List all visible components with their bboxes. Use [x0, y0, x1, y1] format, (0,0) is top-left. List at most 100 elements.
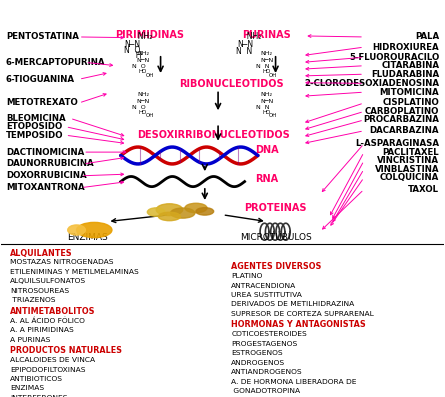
- Text: 5-FLUOROURACILO: 5-FLUOROURACILO: [349, 53, 439, 62]
- Text: N  O: N O: [132, 104, 146, 110]
- Text: DACTINOMICINA: DACTINOMICINA: [6, 148, 84, 156]
- Text: HO: HO: [263, 69, 271, 74]
- Text: ANDROGENOS: ANDROGENOS: [231, 360, 286, 366]
- Text: ANTIANDROGENOS: ANTIANDROGENOS: [231, 369, 303, 375]
- Text: HO: HO: [139, 110, 147, 115]
- Text: N─N: N─N: [136, 58, 150, 63]
- Text: HIDROXIUREA: HIDROXIUREA: [372, 42, 439, 52]
- Text: RIBONUCLEOTIDOS: RIBONUCLEOTIDOS: [179, 79, 283, 89]
- Text: MICROTUBULOS: MICROTUBULOS: [240, 233, 312, 242]
- Text: UREA SUSTITUTIVA: UREA SUSTITUTIVA: [231, 292, 302, 298]
- Text: FLUDARABINA: FLUDARABINA: [371, 70, 439, 79]
- Text: PIRIMIDINAS: PIRIMIDINAS: [115, 30, 184, 40]
- Text: N─N: N─N: [260, 58, 273, 63]
- Ellipse shape: [77, 222, 112, 238]
- Text: NITROSOUREAS: NITROSOUREAS: [10, 288, 69, 294]
- Text: CITARABINA: CITARABINA: [381, 61, 439, 70]
- Text: COLQUICINA: COLQUICINA: [380, 173, 439, 182]
- Text: SUPRESOR DE CORTEZA SUPRARENAL: SUPRESOR DE CORTEZA SUPRARENAL: [231, 311, 374, 317]
- Text: ALQUILANTES: ALQUILANTES: [10, 249, 73, 258]
- Ellipse shape: [170, 208, 195, 218]
- Text: OH: OH: [269, 73, 278, 78]
- Text: NH₂: NH₂: [242, 33, 261, 41]
- Text: ESTROGENOS: ESTROGENOS: [231, 350, 283, 356]
- Text: A. A PIRIMIDINAS: A. A PIRIMIDINAS: [10, 327, 74, 333]
- Text: PURINAS: PURINAS: [243, 30, 291, 40]
- Text: NH₂: NH₂: [137, 92, 149, 97]
- Ellipse shape: [196, 208, 214, 215]
- Text: PLATINO: PLATINO: [231, 273, 263, 279]
- Text: ANTIBIOTICOS: ANTIBIOTICOS: [10, 376, 63, 382]
- Text: INTERFERONES: INTERFERONES: [10, 395, 68, 397]
- Text: N─N: N─N: [238, 40, 254, 49]
- Text: A. AL ÁCIDO FÓLICO: A. AL ÁCIDO FÓLICO: [10, 318, 85, 324]
- Text: DAUNORRUBICINA: DAUNORRUBICINA: [6, 160, 93, 168]
- Text: ANTRACENDIONA: ANTRACENDIONA: [231, 283, 297, 289]
- Ellipse shape: [156, 204, 183, 216]
- Text: 6-MERCAPTOPURINA: 6-MERCAPTOPURINA: [6, 58, 105, 67]
- Text: ALCALOIDES DE VINCA: ALCALOIDES DE VINCA: [10, 357, 95, 363]
- Text: ENZIMAS: ENZIMAS: [10, 385, 45, 391]
- Text: CARBOPLATINO: CARBOPLATINO: [365, 107, 439, 116]
- Text: A. DE HORMONA LIBERADORA DE: A. DE HORMONA LIBERADORA DE: [231, 379, 357, 385]
- Text: PROTEINAS: PROTEINAS: [244, 203, 307, 213]
- Text: PENTOSTATINA: PENTOSTATINA: [6, 33, 79, 41]
- Text: HO: HO: [263, 110, 271, 115]
- Text: N─N: N─N: [124, 40, 140, 49]
- Text: DESOXIRRIBONUCLEOTIDOS: DESOXIRRIBONUCLEOTIDOS: [137, 130, 290, 140]
- Text: ETILENIMINAS Y METILMELAMINAS: ETILENIMINAS Y METILMELAMINAS: [10, 269, 139, 275]
- Text: MITOMICINA: MITOMICINA: [380, 88, 439, 96]
- Text: DERIVADOS DE METILHIDRAZINA: DERIVADOS DE METILHIDRAZINA: [231, 301, 355, 308]
- Text: N  N: N N: [255, 64, 269, 69]
- Text: TEMPOSIDO: TEMPOSIDO: [6, 131, 63, 140]
- Text: HORMONAS Y ANTAGONISTAS: HORMONAS Y ANTAGONISTAS: [231, 320, 366, 330]
- Text: VINCRISTINA: VINCRISTINA: [377, 156, 439, 165]
- Ellipse shape: [147, 208, 165, 216]
- Text: A PURINAS: A PURINAS: [10, 337, 51, 343]
- Text: GONADOTROPINA: GONADOTROPINA: [231, 388, 300, 394]
- Text: DOXORRUBICINA: DOXORRUBICINA: [6, 172, 86, 180]
- Text: PACLITAXEL: PACLITAXEL: [383, 148, 439, 156]
- Text: 2-CLORODESOXIADENOSINA: 2-CLORODESOXIADENOSINA: [304, 79, 439, 88]
- Text: MOSTAZAS NITROGENADAS: MOSTAZAS NITROGENADAS: [10, 260, 114, 266]
- Text: DNA: DNA: [255, 145, 279, 155]
- Text: ALQUILSULFONATOS: ALQUILSULFONATOS: [10, 278, 86, 284]
- Text: DACARBAZINA: DACARBAZINA: [370, 126, 439, 135]
- Text: ETOPOSIDO: ETOPOSIDO: [6, 122, 62, 131]
- Text: PALA: PALA: [415, 33, 439, 41]
- Text: N  N: N N: [235, 47, 252, 56]
- Text: PRODUCTOS NATURALES: PRODUCTOS NATURALES: [10, 346, 122, 355]
- Text: PROGESTAGENOS: PROGESTAGENOS: [231, 341, 298, 347]
- Ellipse shape: [68, 225, 85, 235]
- Text: PROCARBAZINA: PROCARBAZINA: [363, 116, 439, 124]
- Text: METOTREXATO: METOTREXATO: [6, 98, 77, 108]
- Text: OH: OH: [146, 73, 154, 78]
- Text: N  N: N N: [255, 104, 269, 110]
- Text: 6-TIOGUANINA: 6-TIOGUANINA: [6, 75, 75, 84]
- Text: MITOXANTRONA: MITOXANTRONA: [6, 183, 85, 192]
- Text: OH: OH: [146, 114, 154, 118]
- Text: N─N: N─N: [136, 99, 150, 104]
- Text: COTICOESTEROIDES: COTICOESTEROIDES: [231, 331, 307, 337]
- Text: EPIPODOFILTOXINAS: EPIPODOFILTOXINAS: [10, 366, 86, 372]
- Ellipse shape: [158, 212, 181, 221]
- Text: VINBLASTINA: VINBLASTINA: [375, 164, 439, 173]
- Text: TAXOL: TAXOL: [408, 185, 439, 194]
- Text: NH₂: NH₂: [133, 33, 153, 41]
- Text: L-ASPARAGINASA: L-ASPARAGINASA: [355, 139, 439, 148]
- Text: BLEOMICINA: BLEOMICINA: [6, 114, 65, 123]
- Text: RNA: RNA: [255, 174, 278, 184]
- Text: OH: OH: [269, 114, 278, 118]
- Text: NH₂: NH₂: [261, 92, 273, 97]
- Text: CISPLATINO: CISPLATINO: [382, 98, 439, 108]
- Text: NH₂: NH₂: [137, 51, 149, 56]
- Text: TRIAZENOS: TRIAZENOS: [10, 297, 56, 303]
- Text: N─N: N─N: [260, 99, 273, 104]
- Text: ENZIMAS: ENZIMAS: [67, 233, 108, 242]
- Text: H: H: [131, 51, 142, 60]
- Text: AGENTES DIVERSOS: AGENTES DIVERSOS: [231, 262, 322, 271]
- Text: HO: HO: [139, 69, 147, 74]
- Text: N  O: N O: [124, 46, 140, 55]
- Text: N  O: N O: [132, 64, 146, 69]
- Ellipse shape: [185, 203, 207, 213]
